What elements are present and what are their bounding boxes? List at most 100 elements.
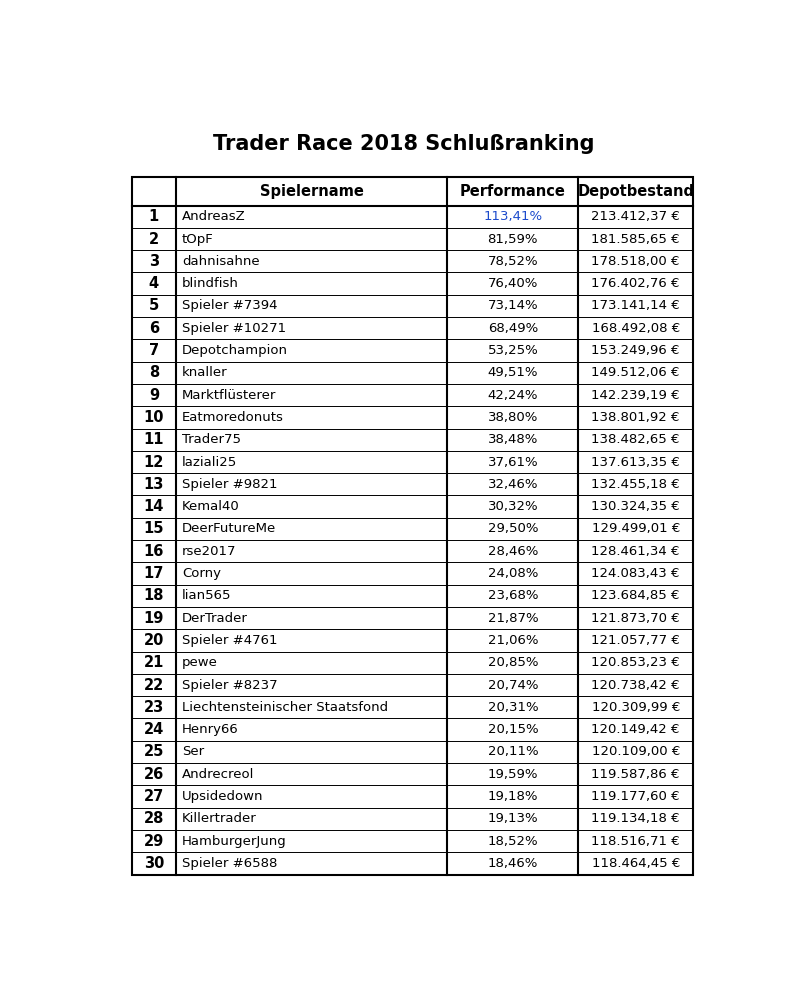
Text: 22: 22 — [144, 677, 164, 692]
Text: 129.499,01 €: 129.499,01 € — [592, 522, 680, 535]
Text: Spieler #4761: Spieler #4761 — [182, 634, 278, 646]
Text: 20,85%: 20,85% — [488, 656, 538, 669]
Text: 138.482,65 €: 138.482,65 € — [592, 433, 680, 446]
Text: 118.516,71 €: 118.516,71 € — [591, 835, 680, 848]
Text: 76,40%: 76,40% — [488, 277, 538, 290]
Text: 119.134,18 €: 119.134,18 € — [591, 812, 680, 825]
Text: 11: 11 — [144, 432, 164, 447]
Text: Killertrader: Killertrader — [182, 812, 257, 825]
Text: 32,46%: 32,46% — [488, 478, 538, 491]
Text: 142.239,19 €: 142.239,19 € — [591, 388, 680, 401]
Text: rse2017: rse2017 — [182, 545, 236, 558]
Text: 20,15%: 20,15% — [487, 723, 538, 736]
Text: 130.324,35 €: 130.324,35 € — [591, 500, 680, 513]
Text: 30,32%: 30,32% — [487, 500, 538, 513]
Text: 19,59%: 19,59% — [488, 768, 538, 780]
Text: Marktflüsterer: Marktflüsterer — [182, 388, 276, 401]
Text: pewe: pewe — [182, 656, 218, 669]
Text: 121.057,77 €: 121.057,77 € — [591, 634, 680, 646]
Text: Kemal40: Kemal40 — [182, 500, 240, 513]
Text: 38,80%: 38,80% — [488, 411, 538, 424]
Text: 8: 8 — [149, 365, 159, 380]
Text: 168.492,08 €: 168.492,08 € — [592, 322, 680, 335]
Text: 25: 25 — [144, 745, 164, 760]
Text: Depotchampion: Depotchampion — [182, 344, 288, 357]
Text: 181.585,65 €: 181.585,65 € — [591, 232, 680, 245]
Text: 123.684,85 €: 123.684,85 € — [592, 589, 680, 603]
Text: tOpF: tOpF — [182, 232, 214, 245]
Text: 26: 26 — [144, 767, 164, 781]
Text: 14: 14 — [144, 499, 164, 514]
Text: Corny: Corny — [182, 567, 221, 580]
Text: 3: 3 — [149, 254, 159, 269]
Text: 18: 18 — [144, 588, 164, 604]
Text: 132.455,18 €: 132.455,18 € — [591, 478, 680, 491]
Text: 28,46%: 28,46% — [488, 545, 538, 558]
Text: Spieler #6588: Spieler #6588 — [182, 857, 277, 870]
Text: 5: 5 — [149, 299, 159, 314]
Text: 19: 19 — [144, 611, 164, 626]
Text: 119.177,60 €: 119.177,60 € — [591, 790, 680, 803]
Text: 178.518,00 €: 178.518,00 € — [592, 255, 680, 268]
Text: 68,49%: 68,49% — [488, 322, 538, 335]
Text: Trader Race 2018 Schlußranking: Trader Race 2018 Schlußranking — [212, 134, 594, 154]
Text: 18,52%: 18,52% — [487, 835, 538, 848]
Text: 81,59%: 81,59% — [488, 232, 538, 245]
Text: 173.141,14 €: 173.141,14 € — [591, 300, 680, 313]
Text: 24,08%: 24,08% — [488, 567, 538, 580]
Text: 124.083,43 €: 124.083,43 € — [592, 567, 680, 580]
Text: 128.461,34 €: 128.461,34 € — [592, 545, 680, 558]
Text: knaller: knaller — [182, 366, 227, 379]
Text: 149.512,06 €: 149.512,06 € — [592, 366, 680, 379]
Text: Spielername: Spielername — [260, 184, 364, 199]
Text: Henry66: Henry66 — [182, 723, 238, 736]
Text: Spieler #7394: Spieler #7394 — [182, 300, 278, 313]
Text: 73,14%: 73,14% — [487, 300, 538, 313]
Text: 120.149,42 €: 120.149,42 € — [592, 723, 680, 736]
Text: 113,41%: 113,41% — [483, 211, 542, 223]
Text: HamburgerJung: HamburgerJung — [182, 835, 286, 848]
Text: DerTrader: DerTrader — [182, 612, 248, 625]
Text: 119.587,86 €: 119.587,86 € — [592, 768, 680, 780]
Text: 29,50%: 29,50% — [488, 522, 538, 535]
Text: Andrecreol: Andrecreol — [182, 768, 254, 780]
Text: Performance: Performance — [460, 184, 566, 199]
Text: 42,24%: 42,24% — [488, 388, 538, 401]
Text: 21,87%: 21,87% — [487, 612, 538, 625]
Text: Eatmoredonuts: Eatmoredonuts — [182, 411, 284, 424]
Text: lian565: lian565 — [182, 589, 231, 603]
Text: 9: 9 — [149, 387, 159, 402]
Text: AndreasZ: AndreasZ — [182, 211, 246, 223]
Text: 30: 30 — [144, 856, 164, 871]
Text: 7: 7 — [149, 343, 159, 358]
Text: 20,74%: 20,74% — [488, 678, 538, 691]
Text: 213.412,37 €: 213.412,37 € — [591, 211, 680, 223]
Text: 6: 6 — [149, 321, 159, 336]
Text: 53,25%: 53,25% — [487, 344, 538, 357]
Text: blindfish: blindfish — [182, 277, 238, 290]
Text: 29: 29 — [144, 834, 164, 849]
Text: 18,46%: 18,46% — [488, 857, 538, 870]
Text: 19,13%: 19,13% — [487, 812, 538, 825]
Text: 118.464,45 €: 118.464,45 € — [592, 857, 680, 870]
Text: 20,31%: 20,31% — [487, 701, 538, 714]
Text: DeerFutureMe: DeerFutureMe — [182, 522, 276, 535]
Text: 23: 23 — [144, 700, 164, 715]
Text: 21,06%: 21,06% — [488, 634, 538, 646]
Text: 138.801,92 €: 138.801,92 € — [592, 411, 680, 424]
Text: 16: 16 — [144, 544, 164, 559]
Text: 37,61%: 37,61% — [487, 456, 538, 469]
Text: 137.613,35 €: 137.613,35 € — [591, 456, 680, 469]
Text: 23,68%: 23,68% — [488, 589, 538, 603]
Text: laziali25: laziali25 — [182, 456, 237, 469]
Text: 120.309,99 €: 120.309,99 € — [592, 701, 680, 714]
Text: 13: 13 — [144, 477, 164, 492]
Text: Trader75: Trader75 — [182, 433, 241, 446]
Text: 17: 17 — [144, 566, 164, 581]
Text: 27: 27 — [144, 789, 164, 804]
Text: 21: 21 — [144, 655, 164, 670]
Text: 121.873,70 €: 121.873,70 € — [591, 612, 680, 625]
Text: Liechtensteinischer Staatsfond: Liechtensteinischer Staatsfond — [182, 701, 388, 714]
Text: 120.738,42 €: 120.738,42 € — [591, 678, 680, 691]
Text: Spieler #9821: Spieler #9821 — [182, 478, 278, 491]
